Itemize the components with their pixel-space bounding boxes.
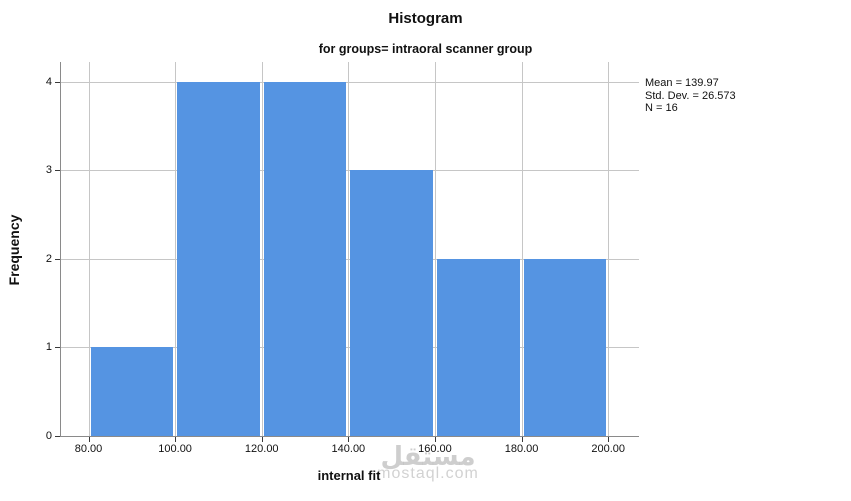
y-tick-label: 1 [45,341,52,354]
y-tick-label: 2 [45,252,52,265]
histogram-bar [436,258,520,436]
gridline-horizontal [61,81,639,83]
x-axis-tick [88,437,90,442]
y-tick-label: 3 [45,164,52,177]
gridline-vertical [88,62,90,436]
x-tick-label: 200.00 [591,443,626,455]
y-axis-tick [55,347,60,349]
plot-area: 80.00 100.00 120.00 140.00 160.00 180.00 200.0… [46,62,639,455]
stat-mean: Mean = 139.97 [645,77,719,89]
y-tick-label: 4 [45,75,52,88]
x-tick-label: 80.00 [74,443,103,455]
x-tick-label: 120.00 [244,443,279,455]
chart-title: Histogram [388,10,463,27]
x-axis-label: internal fit [317,468,381,483]
x-tick-label: 100.00 [158,443,192,455]
x-axis-tick [348,437,350,442]
gridline-horizontal [61,347,639,349]
y-axis-tick [55,81,60,83]
gridline-vertical [348,62,350,436]
y-axis-label: Frequency [6,214,22,286]
x-tick-label: 180.00 [504,443,539,455]
gridline-vertical [521,62,523,436]
y-axis-tick [55,258,60,260]
histogram-bar [90,347,174,436]
x-axis-tick [608,437,610,442]
y-axis-tick [55,436,60,437]
gridline-vertical [261,62,263,436]
histogram-bar [523,258,607,436]
gridline-horizontal [61,258,639,260]
gridline-horizontal [61,170,639,172]
histogram-bar [263,81,347,436]
y-tick-label: 0 [45,430,52,442]
gridline-vertical [175,62,177,436]
chart-subtitle: for groups= intraoral scanner group [318,42,533,56]
stat-std-dev: Std. Dev. = 26.573 [645,89,736,102]
x-tick-label: 160.00 [418,443,452,455]
x-axis-tick [261,437,263,442]
x-axis-tick [521,437,523,442]
x-axis-tick [434,437,436,442]
histogram-bar [350,170,433,436]
x-tick-label: 140.00 [331,443,366,455]
histogram-bar [177,81,260,436]
y-axis-tick [55,170,60,172]
gridline-vertical [608,62,610,436]
gridline-vertical [434,62,436,436]
stats-annotation: Mean = 139.97 Std. Dev. = 26.573 N = 16 [645,77,736,115]
x-axis-tick [175,437,177,442]
stat-n: N = 16 [645,102,678,114]
